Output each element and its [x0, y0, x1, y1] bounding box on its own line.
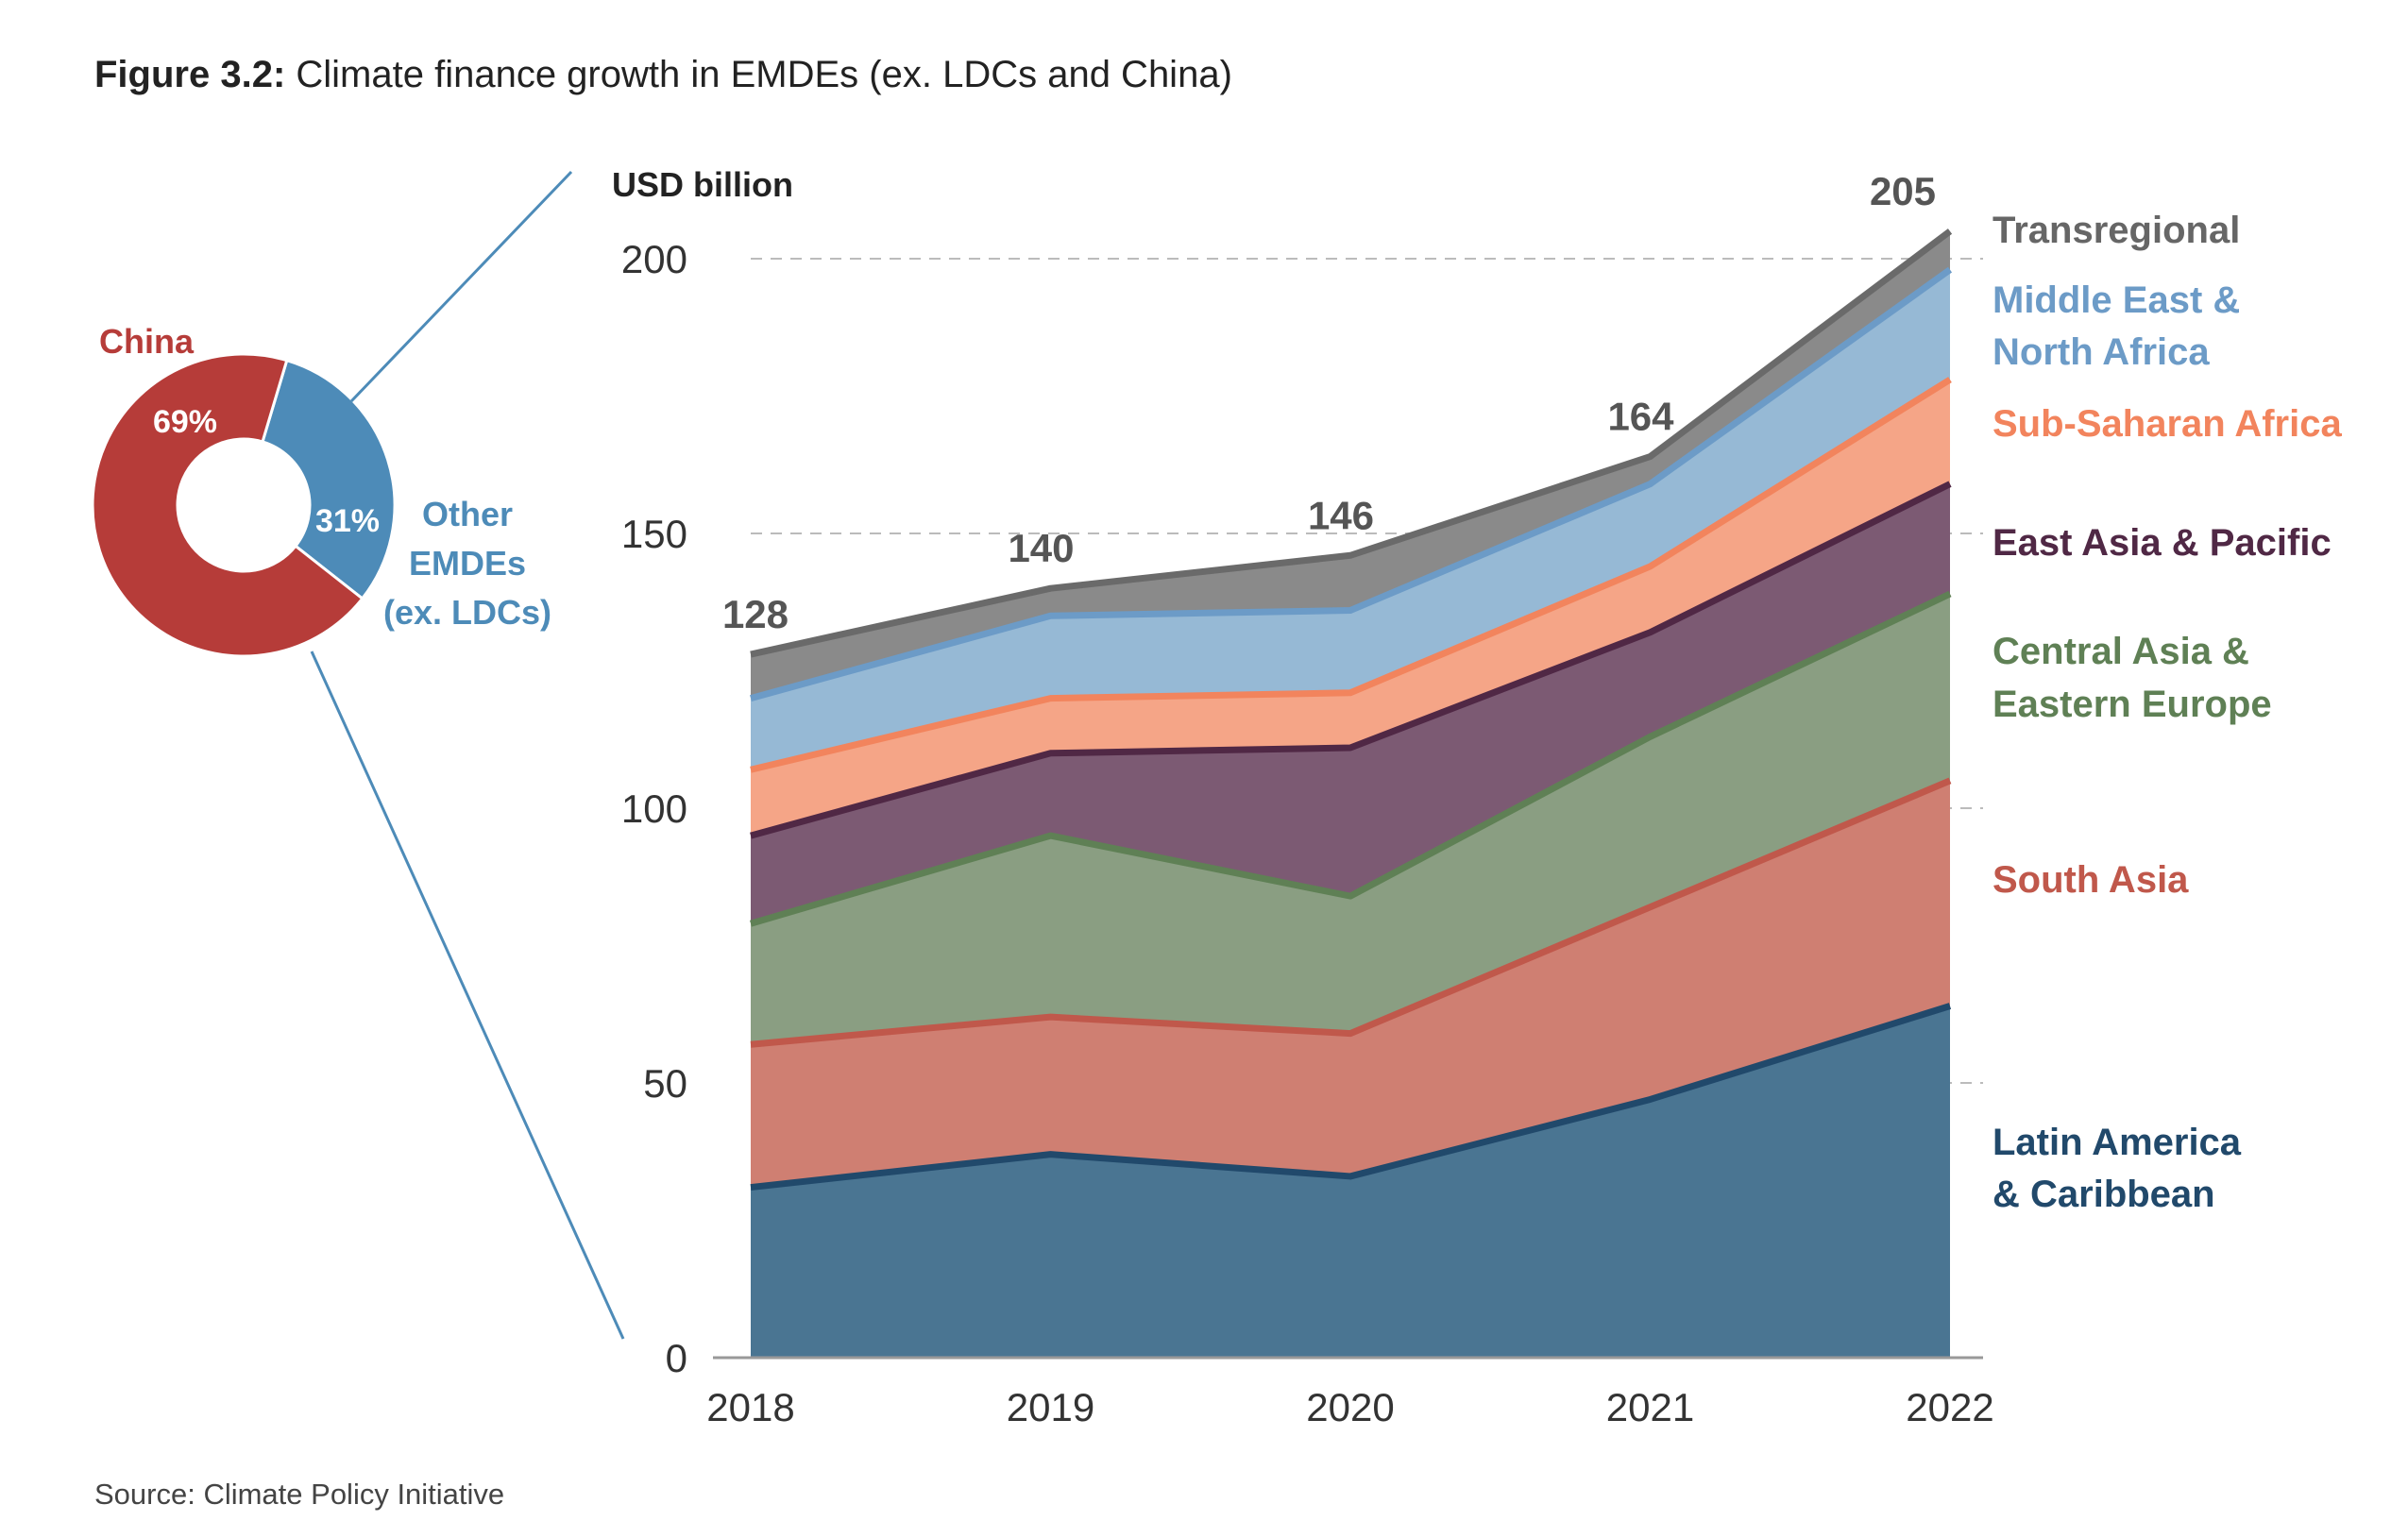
- donut-label-other-line1: Other: [422, 495, 513, 533]
- area-band-2: [751, 594, 1950, 1045]
- area-band-5: [751, 269, 1950, 770]
- total-label: 128: [722, 592, 789, 636]
- y-tick-label: 0: [666, 1336, 687, 1380]
- area-band-4: [751, 380, 1950, 837]
- area-line-1: [750, 777, 1952, 1048]
- series-label-5: North Africa: [1993, 331, 2210, 373]
- y-tick-label: 100: [621, 786, 687, 831]
- x-tick-label: 2019: [1007, 1385, 1094, 1429]
- total-label: 205: [1870, 169, 1936, 213]
- y-tick-label: 150: [621, 512, 687, 556]
- series-label-5: Middle East &: [1993, 279, 2240, 321]
- y-axis-title: USD billion: [612, 165, 793, 204]
- series-label-0: Latin America: [1993, 1122, 2242, 1163]
- x-tick-label: 2018: [706, 1385, 794, 1429]
- connector-line-bottom: [310, 651, 625, 1340]
- series-label-4: Sub-Saharan Africa: [1993, 403, 2342, 445]
- area-line-0: [750, 1003, 1952, 1192]
- donut-slice-other-emdes: [261, 358, 397, 601]
- donut-slice-china: [91, 352, 365, 658]
- x-tick-label: 2022: [1906, 1385, 1993, 1429]
- series-label-3: East Asia & Pacific: [1993, 522, 2332, 564]
- area-line-3: [750, 481, 1952, 839]
- area-band-0: [751, 1006, 1950, 1358]
- donut-value-other-emdes: 31%: [315, 503, 380, 539]
- area-line-6: [750, 228, 1953, 658]
- area-chart: 0 50 100 150 200 USD billion 2018 2019 2020 2021 2…: [612, 165, 2342, 1429]
- area-band-6: [751, 230, 1950, 699]
- y-tick-label: 200: [621, 237, 687, 281]
- area-line-5: [750, 266, 1953, 701]
- y-tick-label: 50: [643, 1061, 687, 1106]
- series-label-2: Eastern Europe: [1993, 684, 2272, 725]
- figure-label: Figure 3.2:: [94, 54, 285, 95]
- area-band-3: [751, 483, 1950, 924]
- total-label: 140: [1008, 526, 1074, 570]
- donut-label-other-line2: EMDEs: [409, 544, 526, 583]
- series-label-1: South Asia: [1993, 859, 2189, 901]
- source-note: Source: Climate Policy Initiative: [94, 1478, 504, 1511]
- figure-title: Figure 3.2: Climate finance growth in EM…: [94, 54, 1232, 95]
- connector-line-top: [349, 170, 573, 403]
- series-label-0: & Caribbean: [1993, 1174, 2215, 1215]
- x-tick-label: 2021: [1606, 1385, 1694, 1429]
- connector-lines: [310, 170, 625, 1340]
- figure-title-text: Climate finance growth in EMDEs (ex. LDC…: [285, 54, 1232, 95]
- donut-chart: 31% 69% China Other EMDEs (ex. LDCs): [91, 322, 551, 658]
- area-band-1: [751, 780, 1950, 1188]
- donut-label-china: China: [99, 322, 195, 361]
- area-line-4: [750, 377, 1952, 773]
- x-tick-label: 2020: [1306, 1385, 1394, 1429]
- series-label-2: Central Asia &: [1993, 631, 2249, 672]
- series-label-6: Transregional: [1993, 210, 2240, 251]
- total-label: 146: [1308, 493, 1374, 537]
- donut-label-other-line3: (ex. LDCs): [383, 593, 551, 632]
- total-label: 164: [1607, 395, 1674, 439]
- donut-value-china: 69%: [153, 404, 217, 440]
- area-line-2: [750, 590, 1952, 927]
